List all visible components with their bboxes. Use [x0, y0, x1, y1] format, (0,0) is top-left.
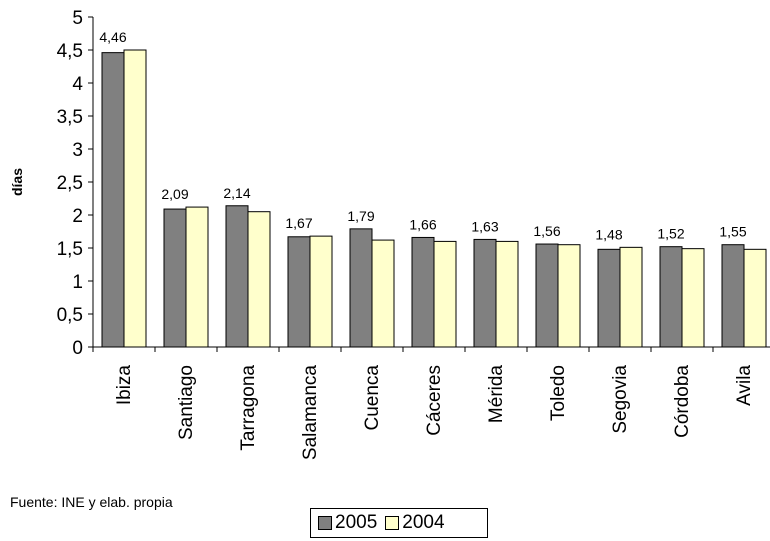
bar-2004	[247, 211, 271, 348]
bar-2005	[349, 228, 373, 348]
category-label: Córdoba	[672, 365, 693, 438]
y-tick-label: 3,5	[57, 107, 83, 128]
bar-2004	[433, 240, 457, 348]
y-tick-label: 3	[72, 140, 83, 161]
category-label: Cáceres	[424, 365, 445, 436]
bar-2005	[473, 238, 497, 348]
y-tick-label: 0,5	[57, 305, 83, 326]
data-label: 2,09	[161, 186, 188, 202]
category-label: Segovia	[610, 365, 631, 434]
data-label: 2,14	[223, 185, 250, 201]
data-label: 1,67	[285, 215, 312, 231]
y-tick-label: 5	[72, 8, 83, 29]
legend-swatch-2004	[385, 516, 400, 530]
data-label: 1,56	[533, 223, 560, 239]
bar-2004	[123, 49, 147, 348]
y-axis-title: días	[9, 168, 25, 196]
category-label: Santiago	[176, 365, 197, 440]
data-label: 1,63	[471, 218, 498, 234]
data-label: 1,79	[347, 208, 374, 224]
bar-2005	[225, 205, 249, 348]
category-label: Avila	[734, 365, 755, 406]
bar-2004	[495, 240, 519, 348]
bar-2005	[535, 243, 559, 348]
data-label: 1,48	[595, 226, 622, 242]
bar-2005	[411, 236, 435, 348]
category-label: Ibiza	[114, 365, 135, 406]
bar-2005	[101, 52, 125, 348]
data-label: 1,55	[719, 224, 746, 240]
bar-2004	[619, 246, 643, 348]
bar-2005	[597, 248, 621, 348]
legend: 2005 2004	[310, 508, 488, 538]
category-label: Toledo	[548, 365, 569, 421]
bar-2004	[681, 248, 705, 348]
category-label: Cuenca	[362, 365, 383, 431]
bar-2005	[163, 208, 187, 348]
data-label: 4,46	[99, 29, 126, 45]
data-label: 1,52	[657, 226, 684, 242]
bar-2005	[721, 244, 745, 348]
bar-chart: 00,511,522,533,544,55días4,46Ibiza2,09Sa…	[9, 8, 770, 460]
category-label: Mérida	[486, 365, 507, 424]
y-tick-label: 2	[72, 206, 83, 227]
bar-2004	[743, 248, 767, 348]
bar-2004	[557, 244, 581, 348]
y-tick-label: 1	[72, 272, 83, 293]
y-tick-label: 1,5	[57, 239, 83, 260]
data-label: 1,66	[409, 216, 436, 232]
y-tick-label: 2,5	[57, 173, 83, 194]
bar-2004	[185, 206, 209, 348]
category-label: Tarragona	[238, 365, 259, 451]
bar-2005	[287, 236, 311, 348]
legend-item-2004: 2004	[385, 512, 445, 534]
y-tick-label: 4,5	[57, 41, 83, 62]
bar-2004	[309, 235, 333, 348]
legend-label-2004: 2004	[402, 512, 445, 533]
bar-2005	[659, 246, 683, 348]
source-note: Fuente: INE y elab. propia	[10, 494, 173, 510]
legend-item-2005: 2005	[318, 512, 377, 534]
legend-swatch-2005	[318, 516, 332, 530]
bar-2004	[371, 239, 395, 348]
category-label: Salamanca	[300, 365, 321, 460]
y-tick-label: 4	[72, 74, 83, 95]
legend-label-2005: 2005	[335, 512, 378, 533]
y-tick-label: 0	[72, 338, 83, 359]
